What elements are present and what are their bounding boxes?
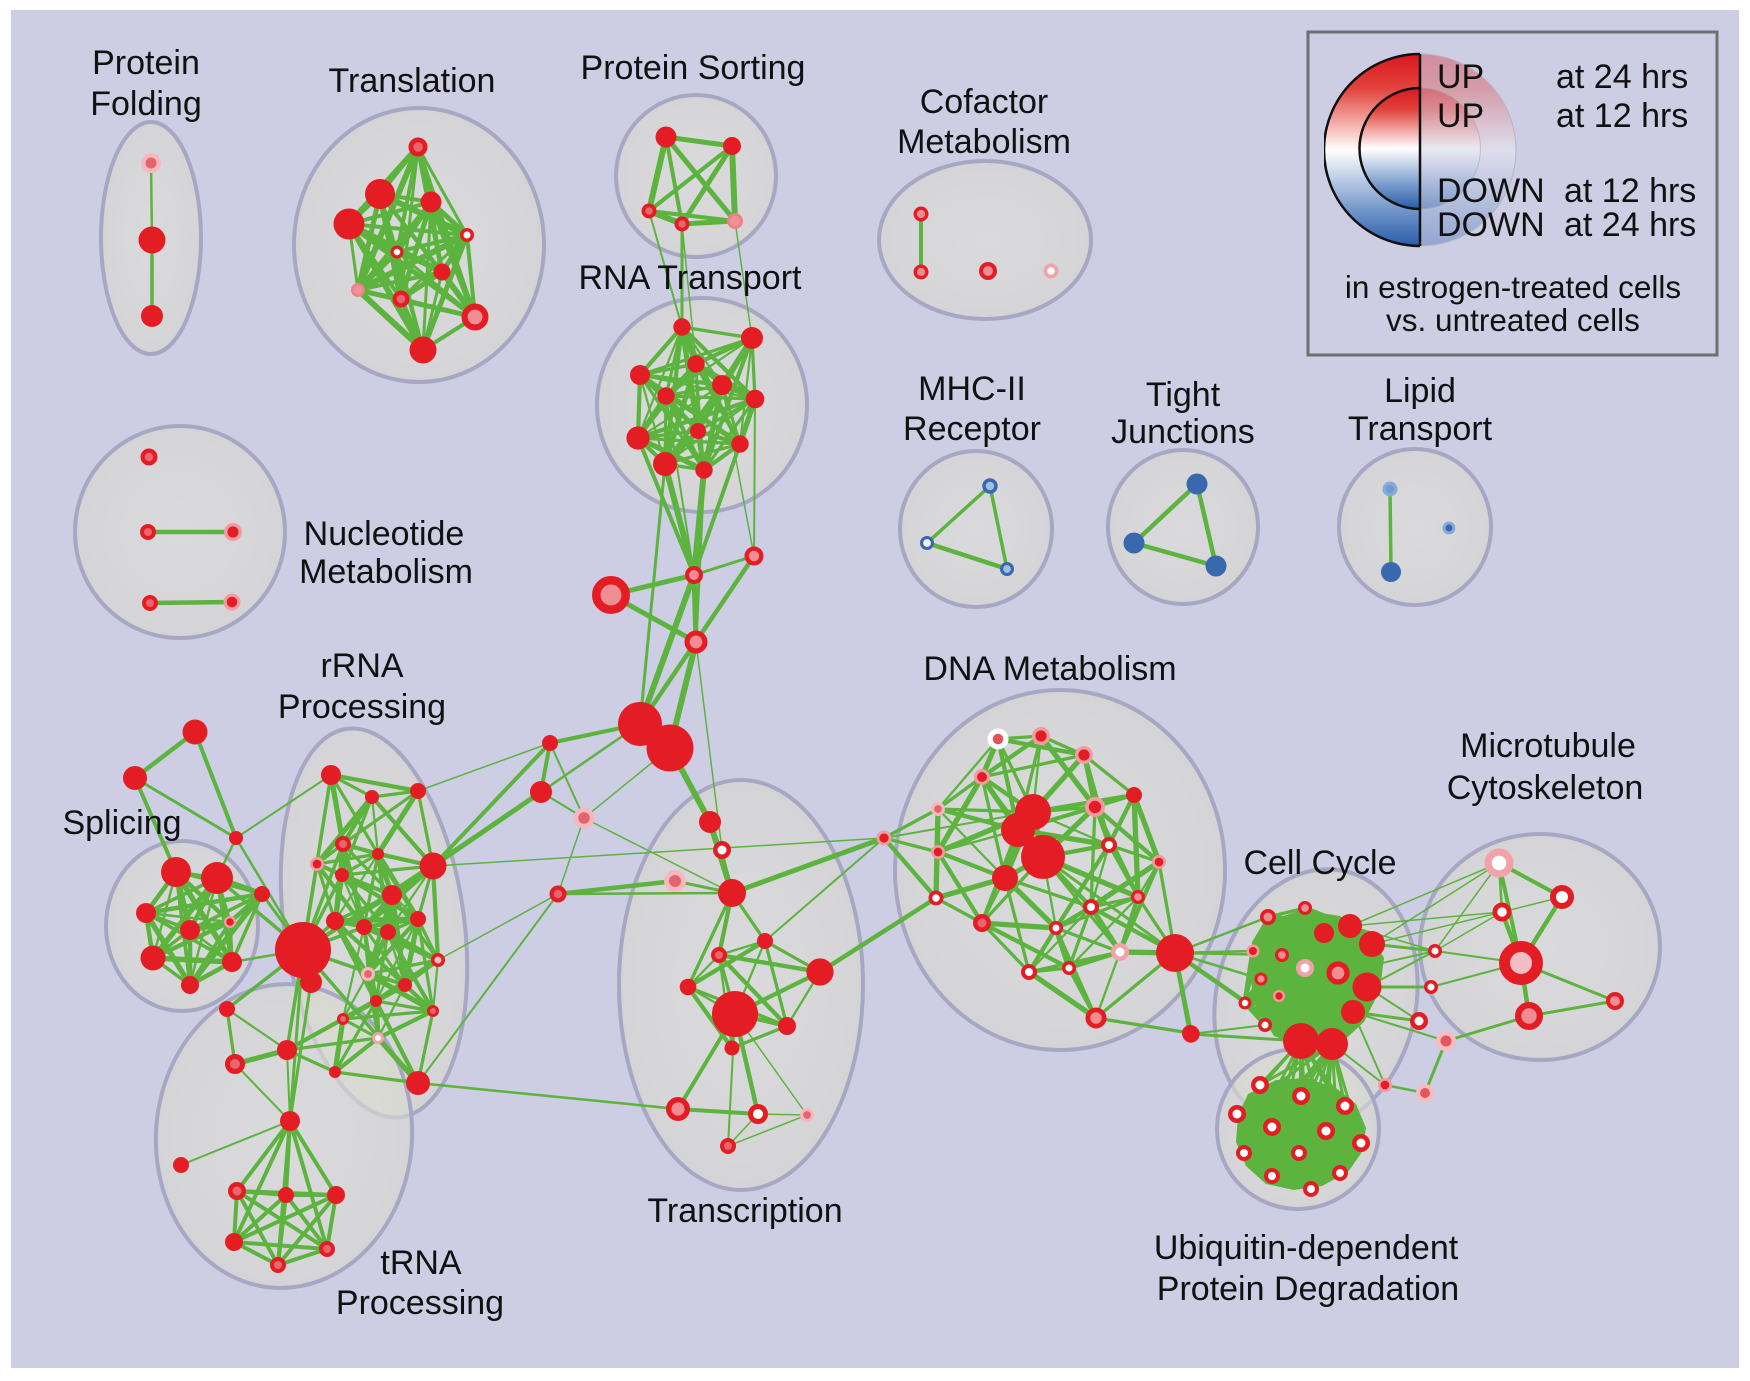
svg-text:in estrogen-treated cells: in estrogen-treated cells (1345, 269, 1681, 305)
svg-text:UP: UP (1437, 58, 1484, 96)
svg-text:at 12 hrs: at 12 hrs (1564, 172, 1696, 210)
svg-text:Lipid: Lipid (1384, 372, 1456, 410)
svg-text:MHC-II: MHC-II (918, 370, 1026, 408)
svg-text:DOWN: DOWN (1437, 172, 1545, 210)
svg-text:tRNA: tRNA (380, 1244, 462, 1282)
svg-text:vs. untreated cells: vs. untreated cells (1386, 302, 1640, 338)
svg-text:rRNA: rRNA (320, 647, 403, 685)
svg-text:Protein: Protein (92, 44, 200, 82)
svg-text:Metabolism: Metabolism (299, 553, 473, 591)
svg-text:Processing: Processing (336, 1284, 504, 1322)
svg-text:Transcription: Transcription (647, 1192, 842, 1230)
svg-text:RNA Transport: RNA Transport (579, 259, 803, 297)
svg-text:Junctions: Junctions (1111, 413, 1255, 451)
svg-text:Protein Sorting: Protein Sorting (581, 49, 806, 87)
svg-text:UP: UP (1437, 97, 1484, 135)
svg-text:Microtubule: Microtubule (1460, 727, 1636, 765)
svg-text:at 24 hrs: at 24 hrs (1564, 206, 1696, 244)
svg-text:DNA Metabolism: DNA Metabolism (923, 650, 1176, 688)
svg-text:Cytoskeleton: Cytoskeleton (1447, 769, 1644, 807)
svg-text:Processing: Processing (278, 688, 446, 726)
svg-text:DOWN: DOWN (1437, 206, 1545, 244)
svg-text:at 12 hrs: at 12 hrs (1556, 97, 1688, 135)
svg-text:Tight: Tight (1146, 376, 1221, 414)
svg-text:Splicing: Splicing (62, 804, 181, 842)
svg-text:Metabolism: Metabolism (897, 123, 1071, 161)
svg-text:Protein Degradation: Protein Degradation (1157, 1270, 1459, 1308)
svg-text:at 24 hrs: at 24 hrs (1556, 58, 1688, 96)
svg-text:Receptor: Receptor (903, 410, 1041, 448)
svg-text:Cell Cycle: Cell Cycle (1243, 844, 1396, 882)
svg-text:Nucleotide: Nucleotide (304, 515, 465, 553)
svg-text:Cofactor: Cofactor (920, 83, 1049, 121)
svg-text:Folding: Folding (90, 85, 202, 123)
svg-text:Translation: Translation (329, 62, 496, 100)
svg-text:Ubiquitin-dependent: Ubiquitin-dependent (1154, 1229, 1459, 1267)
svg-text:Transport: Transport (1348, 410, 1493, 448)
